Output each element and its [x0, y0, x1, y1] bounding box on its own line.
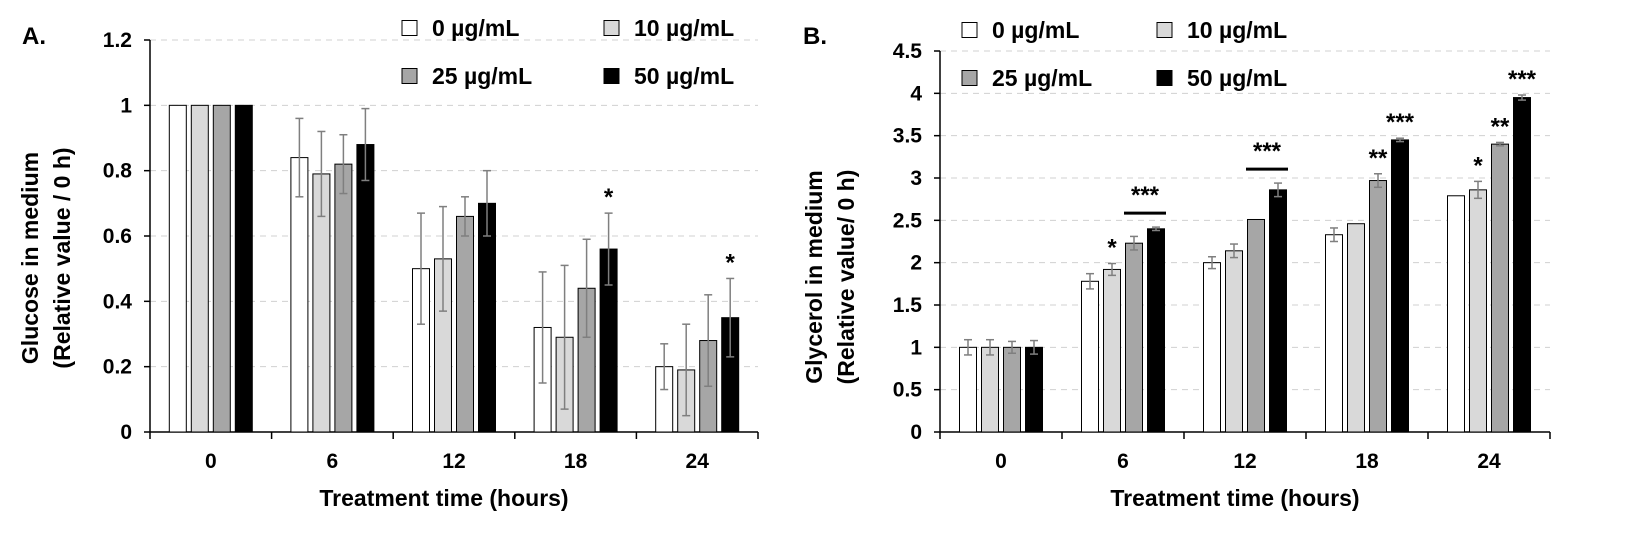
bar	[1347, 223, 1365, 433]
x-tick-label: 18	[1355, 450, 1379, 473]
bar	[234, 104, 253, 433]
legend-label: 25 µg/mL	[992, 65, 1092, 91]
bar	[1325, 234, 1343, 433]
bar	[1125, 242, 1143, 433]
chart-panel-b: 00.511.522.533.544.50 6 12 18 24******* *****…	[801, 17, 1551, 511]
bar	[334, 163, 353, 433]
significance-marker: ***	[1131, 182, 1160, 209]
y-tick-label: 3.5	[893, 125, 923, 148]
legend-swatch	[961, 70, 978, 86]
bar	[1369, 180, 1387, 433]
bar	[1203, 262, 1221, 433]
legend-label: 50 µg/mL	[1187, 65, 1287, 91]
bar	[1225, 250, 1243, 433]
bar	[1269, 189, 1287, 433]
y-tick-label: 2	[910, 252, 922, 275]
bar	[356, 144, 375, 433]
bar	[212, 104, 231, 433]
significance-marker: ***	[1508, 66, 1537, 93]
legend: 0 µg/mL 10 µg/mL 25 µg/mL 50 µg/mL	[961, 17, 1287, 91]
x-tick-label: 12	[442, 450, 465, 473]
x-tick-label: 0	[995, 450, 1007, 473]
x-tick-label: 0	[205, 450, 217, 473]
bar	[478, 202, 496, 433]
bar	[1469, 189, 1487, 433]
y-tick-label: 1.5	[893, 294, 923, 317]
x-tick-label: 6	[1117, 450, 1129, 473]
x-axis-label: Treatment time (hours)	[1110, 485, 1359, 511]
y-tick-label: 1	[910, 336, 922, 359]
legend-swatch	[401, 20, 418, 36]
legend-swatch	[603, 68, 620, 84]
bar	[1513, 97, 1531, 433]
bar	[959, 346, 977, 433]
y-tick-label: 0	[120, 421, 132, 444]
y-tick-label: 0.5	[893, 379, 923, 402]
panel-label: A.	[22, 23, 46, 50]
bar	[168, 104, 187, 433]
x-tick-label: 6	[327, 450, 339, 473]
legend-label: 10 µg/mL	[634, 15, 734, 41]
y-axis-label-line1: Glycerol in medium	[801, 170, 827, 383]
y-tick-label: 1	[120, 94, 132, 117]
legend-swatch	[1156, 22, 1173, 38]
y-tick-label: 0	[910, 421, 922, 444]
bar	[981, 346, 999, 433]
bar	[290, 157, 309, 433]
x-tick-label: 24	[1477, 450, 1501, 473]
y-tick-label: 3	[910, 167, 922, 190]
y-tick-label: 2.5	[893, 209, 923, 232]
chart-panel-a: 0 0.2 0.4 0.6 0.8 1 1.2 0 6 12 18 24 * * A. Treatment t…	[17, 15, 759, 511]
legend-swatch	[603, 20, 620, 36]
legend-swatch	[401, 68, 418, 84]
y-tick-label: 1.2	[103, 29, 132, 52]
bar	[456, 215, 474, 433]
bar	[1081, 280, 1099, 433]
bar	[1491, 143, 1509, 433]
bar	[190, 104, 209, 433]
significance-marker: *	[1473, 152, 1483, 179]
y-axis-label-line2: (Relative value / 0 h)	[49, 147, 75, 368]
legend-label: 10 µg/mL	[1187, 17, 1287, 43]
x-tick-label: 12	[1233, 450, 1256, 473]
significance-marker: *	[1107, 235, 1117, 262]
significance-marker: ***	[1386, 109, 1415, 136]
significance-marker: ***	[1253, 138, 1282, 165]
legend-swatch	[961, 22, 978, 38]
bar	[1103, 268, 1121, 433]
y-tick-label: 0.4	[103, 290, 133, 313]
legend-label: 0 µg/mL	[992, 17, 1079, 43]
x-tick-label: 24	[686, 450, 710, 473]
y-tick-label: 4	[910, 82, 922, 105]
bar	[1025, 346, 1043, 433]
bar	[1447, 195, 1465, 433]
y-tick-label: 0.2	[103, 356, 132, 379]
bar	[1147, 228, 1165, 433]
bar	[1247, 218, 1265, 433]
significance-marker: **	[1369, 145, 1388, 172]
panel-label: B.	[803, 23, 827, 50]
y-tick-label: 4.5	[893, 40, 923, 63]
bar	[1003, 346, 1021, 433]
y-axis-label-line1: Glucose in medium	[17, 152, 43, 364]
significance-marker: **	[1491, 113, 1510, 140]
bar	[1391, 139, 1409, 433]
significance-marker: *	[726, 249, 736, 276]
legend-label: 50 µg/mL	[634, 63, 734, 89]
legend-label: 0 µg/mL	[432, 15, 519, 41]
x-axis-label: Treatment time (hours)	[319, 485, 568, 511]
legend-swatch	[1156, 70, 1173, 86]
legend-label: 25 µg/mL	[432, 63, 532, 89]
y-tick-label: 0.8	[103, 160, 133, 183]
legend: 0 µg/mL 10 µg/mL 25 µg/mL 50 µg/mL	[401, 15, 734, 89]
significance-marker: *	[604, 184, 614, 211]
x-tick-label: 18	[564, 450, 588, 473]
y-tick-label: 0.6	[103, 225, 132, 248]
y-axis-label-line2: (Relative value/ 0 h)	[833, 170, 859, 385]
